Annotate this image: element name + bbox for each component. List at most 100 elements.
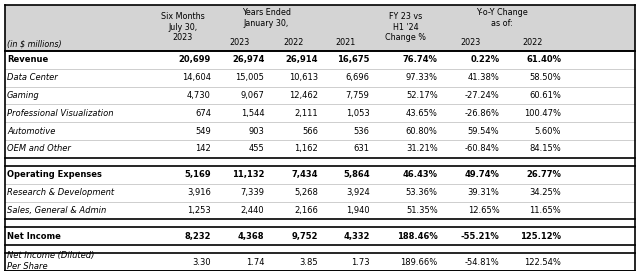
Text: 2,440: 2,440 xyxy=(241,206,264,215)
Text: 5,864: 5,864 xyxy=(343,170,370,179)
Text: 2022: 2022 xyxy=(283,38,303,47)
Text: 122.54%: 122.54% xyxy=(524,258,561,267)
Text: 7,339: 7,339 xyxy=(241,188,264,197)
Text: 26,914: 26,914 xyxy=(285,55,318,64)
Text: 4,368: 4,368 xyxy=(238,232,264,241)
Text: 3,924: 3,924 xyxy=(346,188,370,197)
Bar xyxy=(5,158,635,166)
Text: 1,162: 1,162 xyxy=(294,144,318,153)
Text: 10,613: 10,613 xyxy=(289,73,318,82)
Text: 46.43%: 46.43% xyxy=(403,170,438,179)
Text: 1,253: 1,253 xyxy=(187,206,211,215)
Text: 43.65%: 43.65% xyxy=(406,109,438,118)
Bar xyxy=(5,51,635,69)
Text: 100.47%: 100.47% xyxy=(524,109,561,118)
Text: Years Ended
January 30,: Years Ended January 30, xyxy=(242,8,291,28)
Text: 15,005: 15,005 xyxy=(236,73,264,82)
Text: Data Center: Data Center xyxy=(7,73,58,82)
Text: Gaming: Gaming xyxy=(7,91,40,100)
Text: 2021: 2021 xyxy=(336,38,356,47)
Text: Operating Expenses: Operating Expenses xyxy=(7,170,102,179)
Text: 5.60%: 5.60% xyxy=(534,127,561,136)
Bar xyxy=(5,245,635,253)
Text: 11,132: 11,132 xyxy=(232,170,264,179)
Text: 549: 549 xyxy=(195,127,211,136)
Bar xyxy=(5,104,635,122)
Text: 9,752: 9,752 xyxy=(291,232,318,241)
Text: -55.21%: -55.21% xyxy=(461,232,499,241)
Text: 20,699: 20,699 xyxy=(179,55,211,64)
Bar xyxy=(5,253,635,271)
Text: 76.74%: 76.74% xyxy=(403,55,438,64)
Text: FY 23 vs
H1 '24
Change %: FY 23 vs H1 '24 Change % xyxy=(385,12,426,42)
Text: 125.12%: 125.12% xyxy=(520,232,561,241)
Text: 2023: 2023 xyxy=(460,38,481,47)
Text: Net Income: Net Income xyxy=(7,232,61,241)
Text: 2,166: 2,166 xyxy=(294,206,318,215)
Text: 84.15%: 84.15% xyxy=(529,144,561,153)
Bar xyxy=(5,202,635,219)
Text: Research & Development: Research & Development xyxy=(7,188,114,197)
Text: 2022: 2022 xyxy=(522,38,543,47)
Text: 7,759: 7,759 xyxy=(346,91,370,100)
Text: 142: 142 xyxy=(195,144,211,153)
Text: 9,067: 9,067 xyxy=(241,91,264,100)
Text: 60.61%: 60.61% xyxy=(529,91,561,100)
Text: 5,169: 5,169 xyxy=(184,170,211,179)
Text: 53.36%: 53.36% xyxy=(406,188,438,197)
Text: 26.77%: 26.77% xyxy=(526,170,561,179)
Text: (in $ millions): (in $ millions) xyxy=(7,39,61,48)
Text: 8,232: 8,232 xyxy=(184,232,211,241)
Text: -26.86%: -26.86% xyxy=(465,109,499,118)
Text: 189.66%: 189.66% xyxy=(401,258,438,267)
Text: 60.80%: 60.80% xyxy=(406,127,438,136)
Text: 188.46%: 188.46% xyxy=(397,232,438,241)
Text: 1,940: 1,940 xyxy=(346,206,370,215)
Bar xyxy=(5,219,635,227)
Text: 11.65%: 11.65% xyxy=(529,206,561,215)
Text: Y-o-Y Change
as of:: Y-o-Y Change as of: xyxy=(476,8,527,28)
Text: 39.31%: 39.31% xyxy=(468,188,499,197)
Text: 12,462: 12,462 xyxy=(289,91,318,100)
Text: 2023: 2023 xyxy=(230,38,250,47)
Text: 631: 631 xyxy=(354,144,370,153)
Text: 58.50%: 58.50% xyxy=(529,73,561,82)
Text: Revenue: Revenue xyxy=(7,55,48,64)
Text: 52.17%: 52.17% xyxy=(406,91,438,100)
Text: 34.25%: 34.25% xyxy=(529,188,561,197)
Text: 51.35%: 51.35% xyxy=(406,206,438,215)
Text: 6,696: 6,696 xyxy=(346,73,370,82)
Text: 4,332: 4,332 xyxy=(343,232,370,241)
Text: 41.38%: 41.38% xyxy=(468,73,499,82)
Text: Automotive: Automotive xyxy=(7,127,56,136)
Text: 3.30: 3.30 xyxy=(192,258,211,267)
Text: 536: 536 xyxy=(354,127,370,136)
Text: OEM and Other: OEM and Other xyxy=(7,144,71,153)
Text: 455: 455 xyxy=(249,144,264,153)
Text: 7,434: 7,434 xyxy=(291,170,318,179)
Bar xyxy=(5,69,635,87)
Text: 59.54%: 59.54% xyxy=(468,127,499,136)
Text: 97.33%: 97.33% xyxy=(406,73,438,82)
Text: 26,974: 26,974 xyxy=(232,55,264,64)
Text: 1,544: 1,544 xyxy=(241,109,264,118)
Text: 3,916: 3,916 xyxy=(187,188,211,197)
Text: 3.85: 3.85 xyxy=(300,258,318,267)
Text: 4,730: 4,730 xyxy=(187,91,211,100)
Text: Sales, General & Admin: Sales, General & Admin xyxy=(7,206,106,215)
Text: 0.22%: 0.22% xyxy=(470,55,499,64)
Text: -54.81%: -54.81% xyxy=(465,258,499,267)
Text: 31.21%: 31.21% xyxy=(406,144,438,153)
Text: 566: 566 xyxy=(302,127,318,136)
Text: 1.74: 1.74 xyxy=(246,258,264,267)
Bar xyxy=(5,122,635,140)
Bar xyxy=(5,140,635,158)
Bar xyxy=(5,184,635,202)
Text: 1,053: 1,053 xyxy=(346,109,370,118)
Text: 49.74%: 49.74% xyxy=(465,170,499,179)
Text: -27.24%: -27.24% xyxy=(465,91,499,100)
Bar xyxy=(5,87,635,104)
Text: Professional Visualization: Professional Visualization xyxy=(7,109,113,118)
Bar xyxy=(5,5,635,51)
Text: 12.65%: 12.65% xyxy=(468,206,499,215)
